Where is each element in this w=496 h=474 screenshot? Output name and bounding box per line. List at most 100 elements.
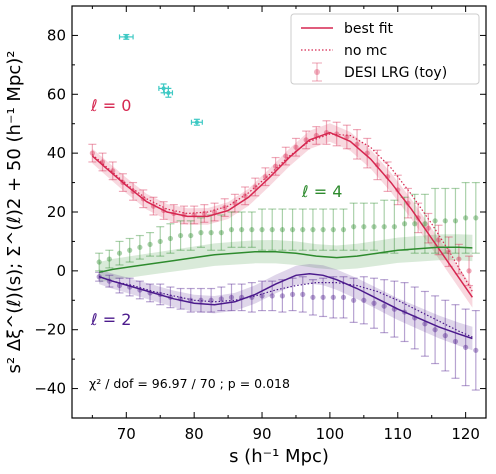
cyan-point	[161, 86, 166, 91]
data-point-l2	[289, 291, 296, 297]
data-point-l2	[330, 294, 336, 300]
data-point-l0	[425, 225, 431, 231]
data-point-l2	[320, 294, 326, 300]
no-mc-line-l0	[92, 133, 473, 292]
x-tick-label: 80	[185, 425, 204, 443]
best-fit-line-l0	[91, 131, 474, 298]
data-point-l0	[232, 200, 238, 206]
data-point-l0	[171, 210, 177, 217]
legend-label-data: DESI LRG (toy)	[344, 65, 447, 81]
data-point-l0	[130, 188, 136, 194]
legend-box	[290, 13, 480, 85]
data-point-l4	[218, 230, 224, 236]
cyan-point	[194, 120, 199, 125]
data-point-l2	[96, 274, 102, 280]
data-point-l0	[181, 212, 187, 218]
y-tick-label: −20	[34, 321, 66, 339]
data-point-l0	[161, 207, 167, 214]
x-axis-label: s (h⁻¹ Mpc)	[229, 446, 329, 467]
annotation-l0: ℓ = 0	[90, 96, 131, 115]
legend-label-best-fit: best fit	[344, 21, 394, 37]
data-point-l4	[432, 218, 438, 224]
data-point-l2	[127, 284, 133, 290]
data-point-l4	[351, 224, 357, 230]
data-point-l4	[300, 227, 306, 233]
data-point-l4	[340, 227, 347, 233]
cyan-point	[166, 90, 171, 95]
x-tick-label: 70	[117, 425, 136, 443]
data-point-l0	[313, 132, 319, 139]
y-tick-label: 80	[47, 26, 66, 44]
data-point-l0	[242, 193, 248, 199]
data-point-l4	[412, 221, 418, 227]
data-point-l0	[354, 141, 360, 147]
data-point-l0	[405, 200, 411, 206]
data-point-l0	[395, 187, 401, 193]
data-point-l4	[147, 241, 153, 247]
data-point-l0	[446, 249, 452, 255]
data-point-l2	[208, 297, 214, 303]
data-point-l0	[201, 210, 207, 217]
data-point-l4	[422, 221, 428, 227]
data-point-l4	[279, 227, 285, 233]
data-point-l4	[116, 250, 123, 256]
data-point-l0	[415, 215, 421, 221]
data-point-l2	[177, 296, 184, 302]
data-point-l4	[198, 230, 204, 236]
data-point-l4	[371, 224, 377, 230]
data-point-l2	[259, 293, 265, 299]
data-point-l4	[320, 227, 326, 233]
data-point-l2	[300, 291, 306, 297]
data-point-l2	[239, 294, 245, 300]
data-point-l2	[351, 297, 357, 303]
data-point-l0	[374, 162, 381, 168]
data-point-l4	[361, 224, 367, 230]
confidence-bands	[92, 123, 473, 351]
data-point-l0	[323, 129, 330, 136]
data-point-l4	[188, 232, 194, 239]
data-point-l2	[401, 309, 408, 315]
data-point-l2	[412, 315, 418, 321]
annotation-chi2: χ² / dof = 96.97 / 70 ; p = 0.018	[89, 376, 290, 391]
data-point-l4	[381, 224, 387, 230]
data-point-l4	[127, 247, 133, 253]
data-point-l2	[310, 294, 316, 300]
data-point-l0	[150, 203, 157, 209]
data-point-l0	[110, 168, 116, 174]
data-point-l2	[157, 291, 163, 297]
legend-label-no-mc: no mc	[344, 43, 387, 59]
data-point-l2	[249, 294, 255, 300]
data-point-l2	[116, 282, 123, 289]
data-point-l0	[456, 256, 462, 262]
data-point-l0	[435, 237, 442, 243]
data-point-l0	[222, 204, 228, 211]
data-point-l2	[361, 297, 367, 303]
x-tick-label: 120	[451, 425, 480, 443]
data-point-l0	[99, 159, 106, 165]
data-point-l0	[252, 184, 258, 190]
no-mc-line-l2	[98, 276, 473, 338]
x-tick-label: 110	[383, 425, 412, 443]
data-points	[89, 34, 479, 353]
data-point-l4	[442, 218, 448, 224]
data-point-l4	[137, 244, 143, 250]
model-lines	[91, 131, 474, 340]
data-point-l0	[384, 174, 391, 180]
data-point-l4	[289, 227, 296, 233]
y-axis-label: s² Δξ^(ℓ)(s); Σ^(ℓ)2 + 50 (h⁻¹ Mpc)²	[4, 51, 25, 374]
data-point-l0	[344, 134, 350, 140]
data-point-l2	[432, 327, 438, 333]
legend-swatch-data-marker	[314, 69, 320, 75]
data-point-l2	[218, 296, 224, 302]
data-point-l0	[140, 196, 146, 202]
data-point-l2	[452, 338, 459, 345]
data-point-l0	[466, 268, 472, 274]
y-tick-label: 40	[47, 144, 66, 162]
data-point-l2	[391, 306, 397, 312]
data-point-l0	[191, 212, 197, 218]
data-point-l4	[167, 235, 174, 242]
error-bars	[88, 33, 480, 391]
band-l0	[92, 123, 473, 308]
data-point-l2	[269, 293, 275, 299]
y-tick-label: 60	[47, 85, 66, 103]
